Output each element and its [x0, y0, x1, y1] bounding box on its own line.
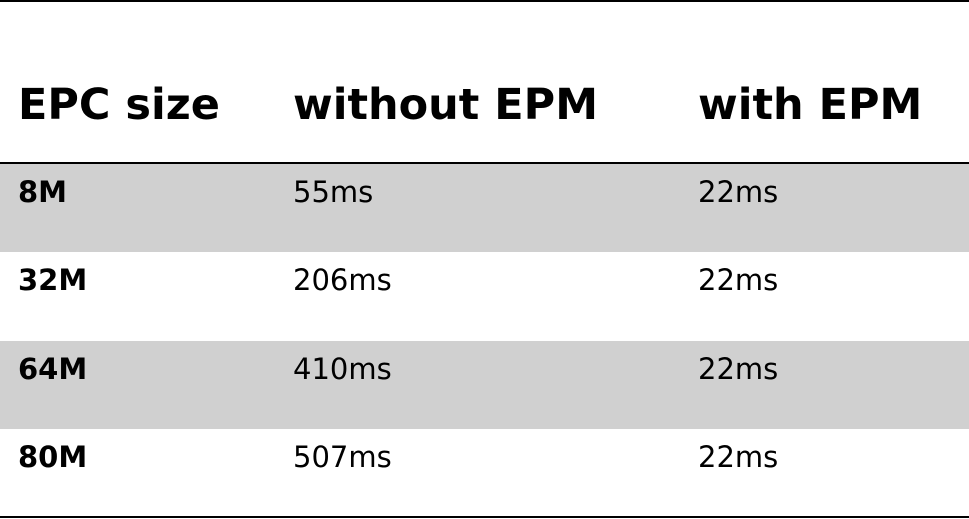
- cell-epc-size: 64M: [18, 352, 88, 386]
- table-row: 32M 206ms 22ms: [0, 252, 969, 340]
- table-row: 8M 55ms 22ms: [0, 164, 969, 252]
- cell-with-epm: 22ms: [698, 440, 779, 474]
- header-with-epm: with EPM: [698, 80, 923, 130]
- cell-with-epm: 22ms: [698, 263, 779, 297]
- table-header-rule: [0, 162, 969, 164]
- cell-without-epm: 410ms: [293, 352, 392, 386]
- cell-epc-size: 32M: [18, 263, 88, 297]
- cell-without-epm: 507ms: [293, 440, 392, 474]
- table-header-row: EPC size without EPM with EPM: [0, 2, 969, 162]
- cell-with-epm: 22ms: [698, 175, 779, 209]
- cell-without-epm: 55ms: [293, 175, 374, 209]
- header-without-epm: without EPM: [293, 80, 598, 130]
- cell-with-epm: 22ms: [698, 352, 779, 386]
- header-epc-size: EPC size: [18, 80, 220, 130]
- cell-epc-size: 80M: [18, 440, 88, 474]
- table-row: 80M 507ms 22ms: [0, 429, 969, 517]
- cell-epc-size: 8M: [18, 175, 68, 209]
- table-top-rule: [0, 0, 969, 2]
- table-bottom-rule: [0, 516, 969, 518]
- table-row: 64M 410ms 22ms: [0, 341, 969, 429]
- cell-without-epm: 206ms: [293, 263, 392, 297]
